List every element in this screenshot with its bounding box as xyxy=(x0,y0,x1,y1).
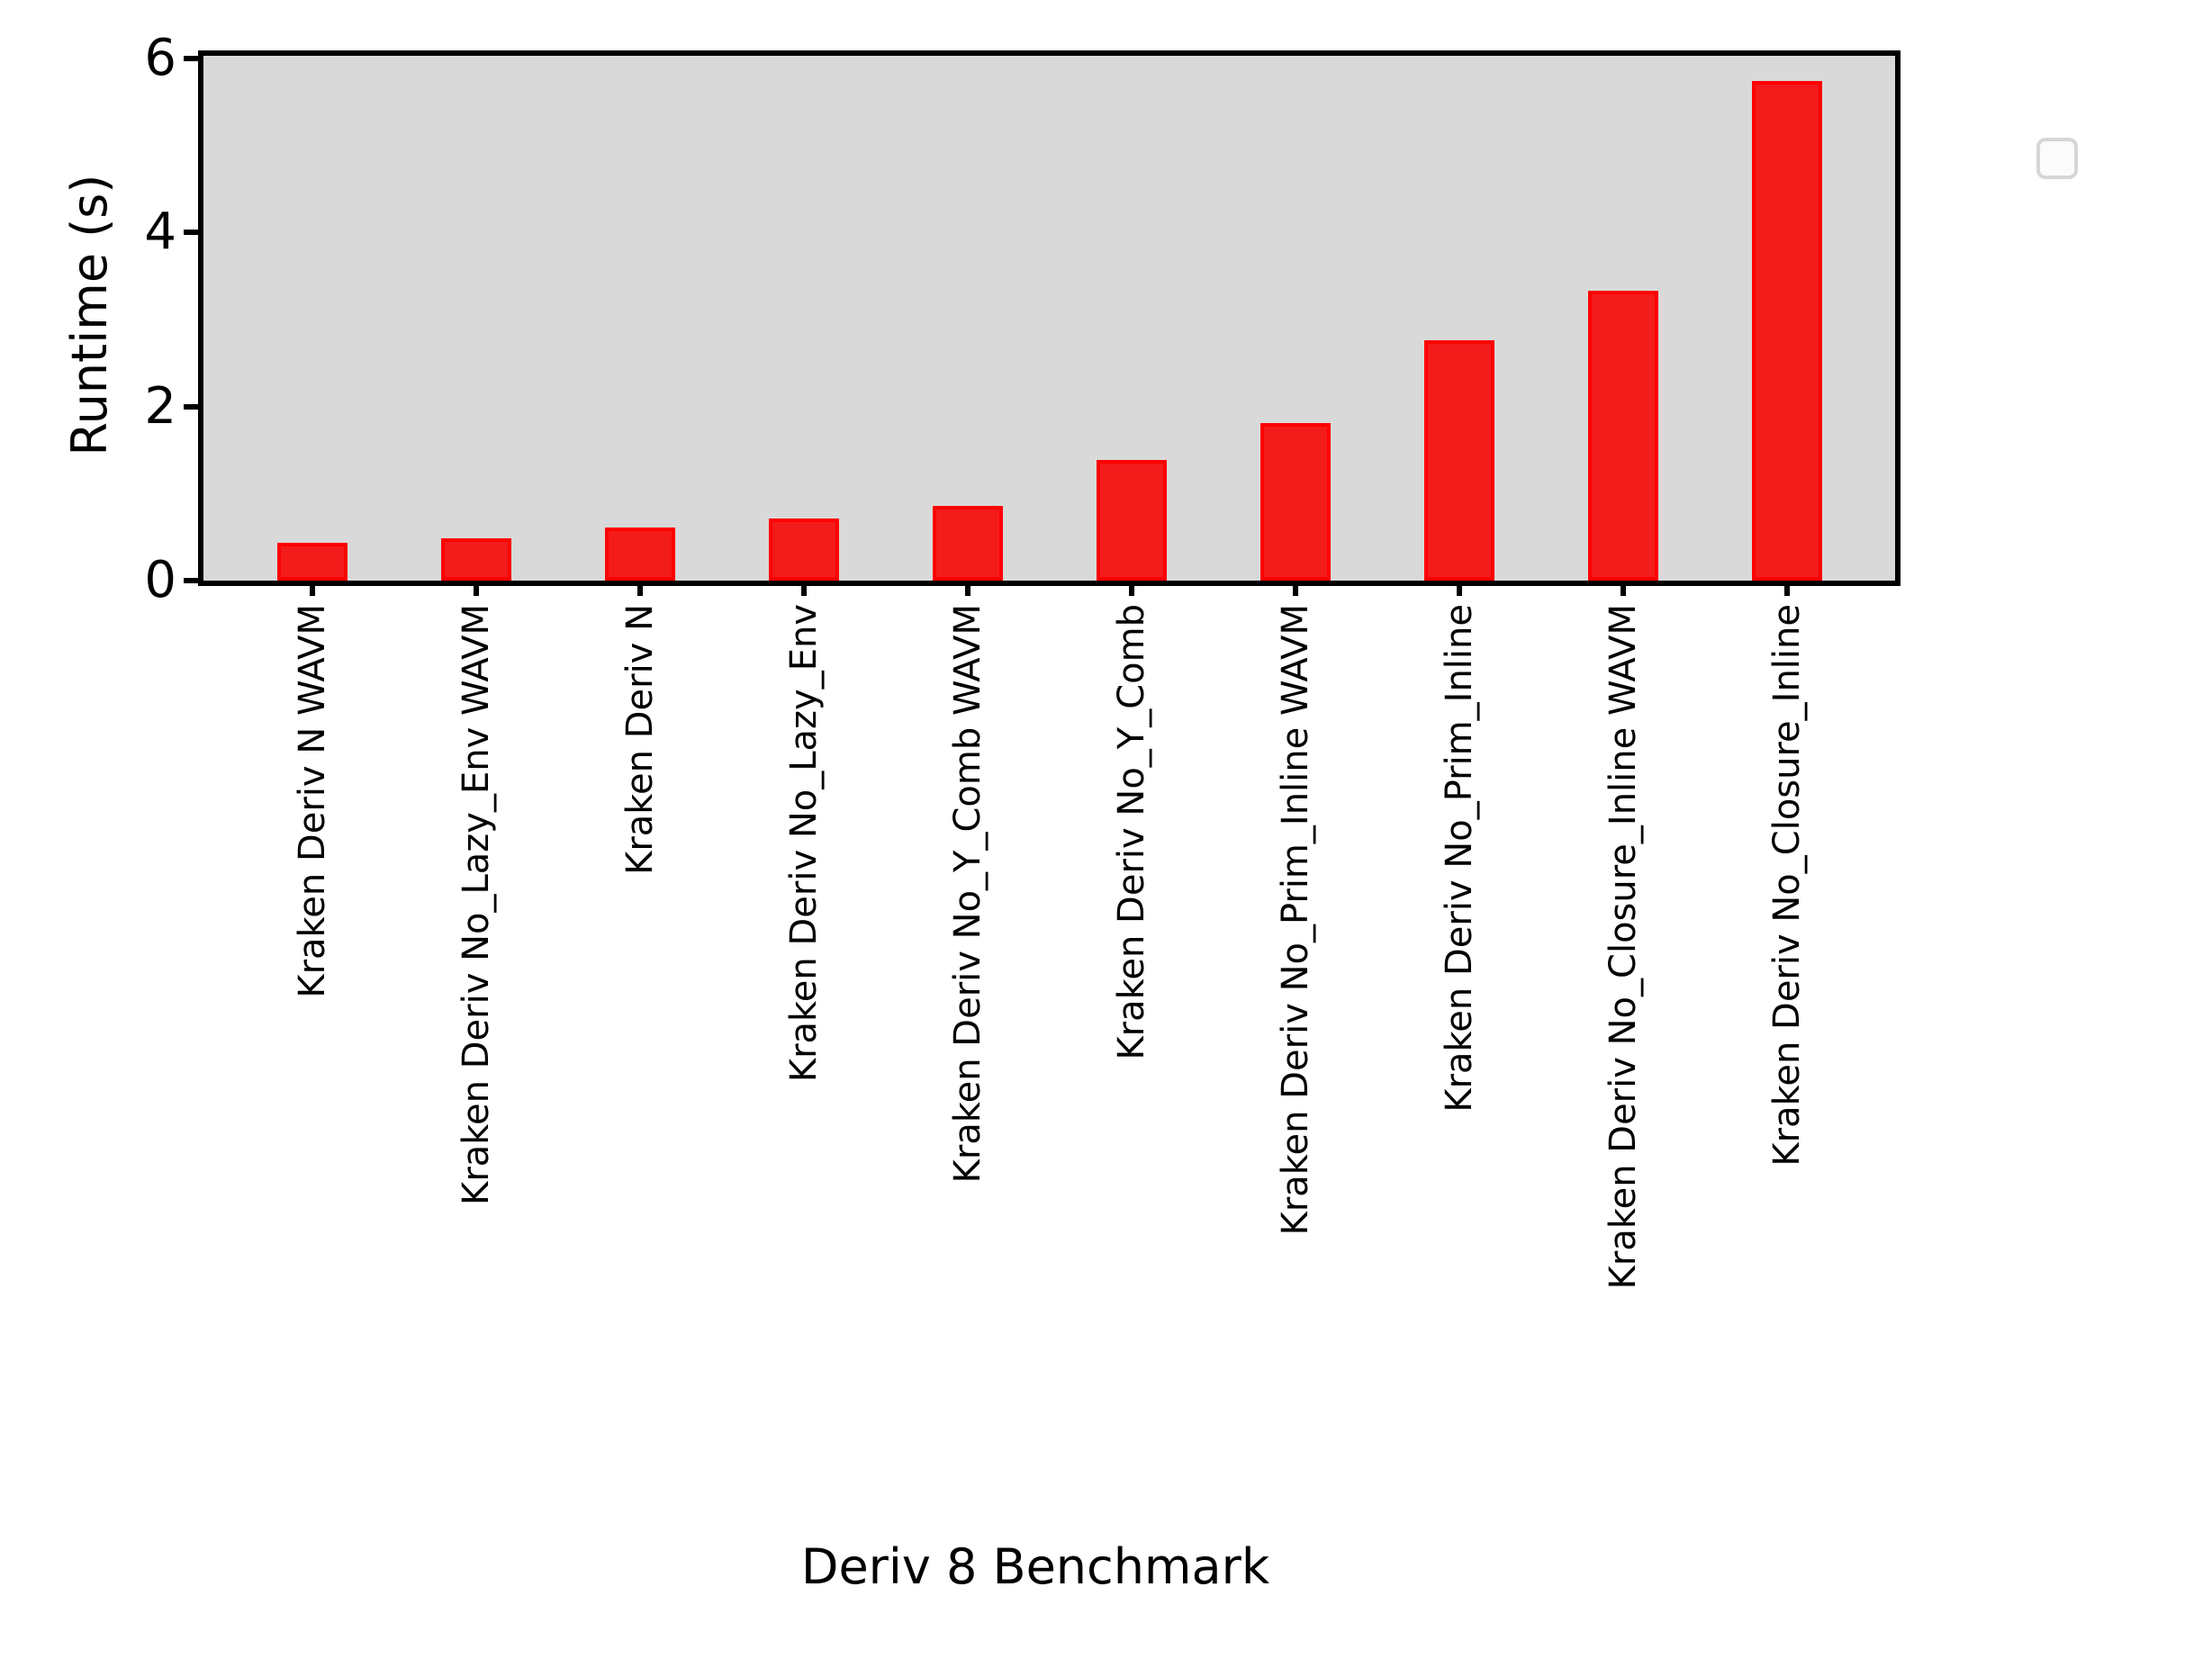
bar xyxy=(769,518,839,581)
x-tick-label: Kraken Deriv N xyxy=(619,604,661,875)
x-tick-mark xyxy=(474,581,479,596)
x-tick-mark xyxy=(965,581,971,596)
x-tick-label: Kraken Deriv No_Y_Comb WAVM xyxy=(947,604,989,1184)
x-tick-label: Kraken Deriv No_Prim_Inline WAVM xyxy=(1275,604,1316,1236)
y-tick-label: 4 xyxy=(144,203,176,262)
y-tick-label: 2 xyxy=(144,376,176,436)
plot-area xyxy=(203,56,2078,581)
y-tick-mark xyxy=(184,578,203,583)
bar xyxy=(1752,81,1822,581)
y-tick-label: 6 xyxy=(144,28,176,87)
bar xyxy=(933,506,1003,581)
y-tick-mark xyxy=(184,403,203,410)
x-tick-label: Kraken Deriv No_Lazy_Env xyxy=(783,604,825,1083)
x-tick-label: Kraken Deriv No_Prim_Inline xyxy=(1439,604,1480,1113)
x-tick-mark xyxy=(1784,581,1790,596)
bar xyxy=(1097,460,1167,581)
x-tick-mark xyxy=(310,581,315,596)
bar xyxy=(277,543,348,581)
y-tick-label: 0 xyxy=(144,551,176,609)
bar xyxy=(605,527,675,581)
y-tick-mark xyxy=(184,230,203,236)
bar xyxy=(1260,423,1331,581)
x-tick-mark xyxy=(637,581,643,596)
x-axis-label: Deriv 8 Benchmark xyxy=(800,1538,1270,1595)
legend-box xyxy=(2036,138,2078,179)
bar xyxy=(1424,340,1494,581)
bar xyxy=(1588,291,1658,581)
bar xyxy=(441,538,511,581)
x-tick-mark xyxy=(1621,581,1626,596)
x-tick-label: Kraken Deriv No_Closure_Inline WAVM xyxy=(1603,604,1644,1290)
x-tick-mark xyxy=(1129,581,1134,596)
y-tick-mark xyxy=(184,55,203,61)
x-tick-label: Kraken Deriv No_Y_Comb xyxy=(1111,604,1152,1060)
x-tick-label: Kraken Deriv N WAVM xyxy=(292,604,333,998)
x-tick-mark xyxy=(801,581,807,596)
y-axis-label: Runtime (s) xyxy=(61,174,118,456)
x-tick-mark xyxy=(1293,581,1298,596)
x-tick-label: Kraken Deriv No_Lazy_Env WAVM xyxy=(456,604,497,1205)
x-tick-label: Kraken Deriv No_Closure_Inline xyxy=(1766,604,1808,1167)
x-tick-mark xyxy=(1457,581,1462,596)
